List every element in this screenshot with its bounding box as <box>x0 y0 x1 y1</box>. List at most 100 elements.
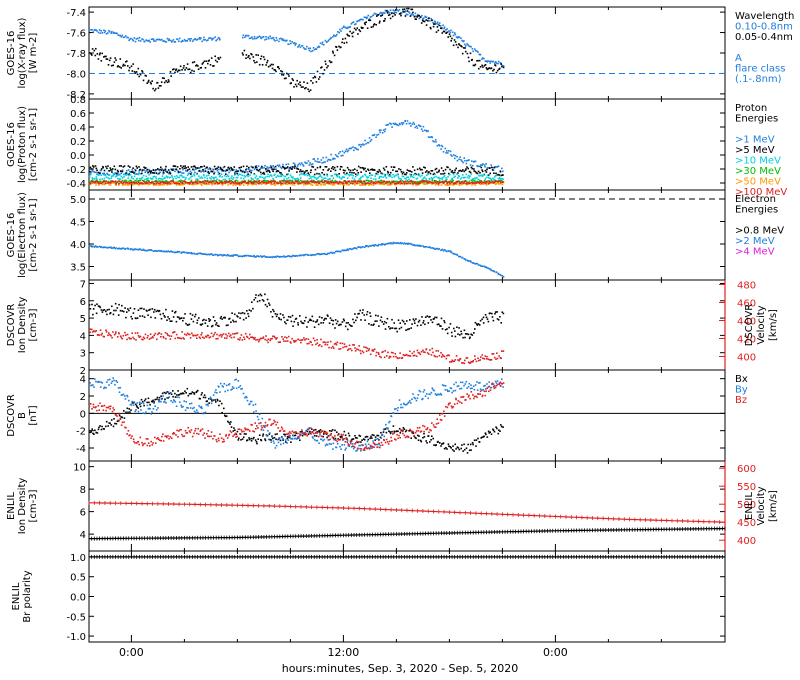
data-point <box>471 442 474 444</box>
data-point <box>162 181 165 183</box>
data-point <box>481 57 484 59</box>
data-point <box>327 178 329 180</box>
data-point <box>279 166 282 168</box>
data-point <box>468 170 471 173</box>
data-point <box>219 400 221 402</box>
data-point <box>276 255 279 257</box>
data-point <box>494 312 496 315</box>
data-point <box>206 177 208 180</box>
data-point <box>275 170 278 173</box>
data-point <box>493 172 495 174</box>
data-point <box>488 67 490 69</box>
data-point <box>404 15 407 17</box>
data-point <box>180 183 183 186</box>
data-point <box>293 182 296 184</box>
data-point <box>251 336 253 338</box>
data-point <box>482 181 484 184</box>
data-point <box>407 354 409 357</box>
right-tick-label: 400 <box>737 353 756 364</box>
data-point <box>410 327 412 329</box>
data-point <box>453 360 455 362</box>
data-point <box>102 335 105 338</box>
data-point <box>402 430 404 432</box>
data-point <box>495 180 497 182</box>
data-point <box>284 433 286 436</box>
data-point <box>355 23 357 25</box>
data-point <box>160 398 163 400</box>
data-point <box>105 310 107 313</box>
data-point <box>485 163 487 165</box>
data-point <box>161 182 163 184</box>
data-point <box>380 12 383 14</box>
data-point <box>294 434 297 437</box>
data-point <box>314 76 317 79</box>
data-point <box>147 397 150 400</box>
data-point <box>163 250 165 253</box>
data-point <box>120 181 123 184</box>
data-point <box>284 168 286 170</box>
y-tick-label: 5 <box>80 314 86 325</box>
data-point <box>242 170 245 172</box>
data-point <box>349 182 352 185</box>
data-point <box>177 337 180 339</box>
data-point <box>117 174 120 176</box>
data-point <box>481 436 483 439</box>
data-point <box>210 332 213 335</box>
data-point <box>382 323 385 325</box>
data-point <box>165 170 167 173</box>
data-point <box>234 173 236 175</box>
data-point <box>113 246 115 249</box>
data-point <box>402 122 405 124</box>
data-point <box>264 303 267 306</box>
data-point <box>101 52 103 55</box>
data-point <box>108 170 111 172</box>
data-point <box>263 166 265 169</box>
data-point <box>368 348 370 350</box>
data-point <box>470 179 473 182</box>
data-point <box>449 150 452 153</box>
data-point <box>488 180 491 183</box>
data-point <box>474 263 477 265</box>
data-point <box>216 61 219 63</box>
data-point <box>411 183 413 185</box>
data-point <box>462 161 464 164</box>
data-point <box>323 252 325 255</box>
data-point <box>233 320 235 323</box>
data-point <box>210 253 213 255</box>
data-point <box>418 17 421 20</box>
data-point <box>428 353 430 355</box>
data-point <box>96 303 98 305</box>
data-point <box>459 357 462 360</box>
data-point <box>145 167 147 169</box>
data-point <box>235 176 238 179</box>
data-point <box>144 182 146 184</box>
data-point <box>347 173 350 176</box>
data-point <box>464 169 467 172</box>
data-point <box>292 79 294 82</box>
data-point <box>458 327 460 329</box>
data-point <box>320 67 322 69</box>
data-point <box>455 183 458 186</box>
data-point <box>397 10 399 12</box>
data-point <box>106 167 108 170</box>
data-point <box>118 332 120 335</box>
data-point <box>344 37 347 40</box>
data-point <box>103 56 105 58</box>
data-point <box>449 173 451 176</box>
data-point <box>309 47 311 50</box>
data-point <box>149 249 151 251</box>
data-point <box>318 76 321 78</box>
data-point <box>325 317 327 320</box>
data-point <box>440 184 443 186</box>
data-point <box>309 162 311 164</box>
data-point <box>169 320 172 322</box>
data-point <box>279 313 282 315</box>
data-point <box>270 37 272 40</box>
data-point <box>128 69 130 72</box>
data-point <box>406 176 408 179</box>
data-point <box>367 245 370 248</box>
data-point <box>371 174 374 177</box>
data-point <box>387 351 389 354</box>
data-point <box>422 351 425 353</box>
data-point <box>217 36 220 39</box>
